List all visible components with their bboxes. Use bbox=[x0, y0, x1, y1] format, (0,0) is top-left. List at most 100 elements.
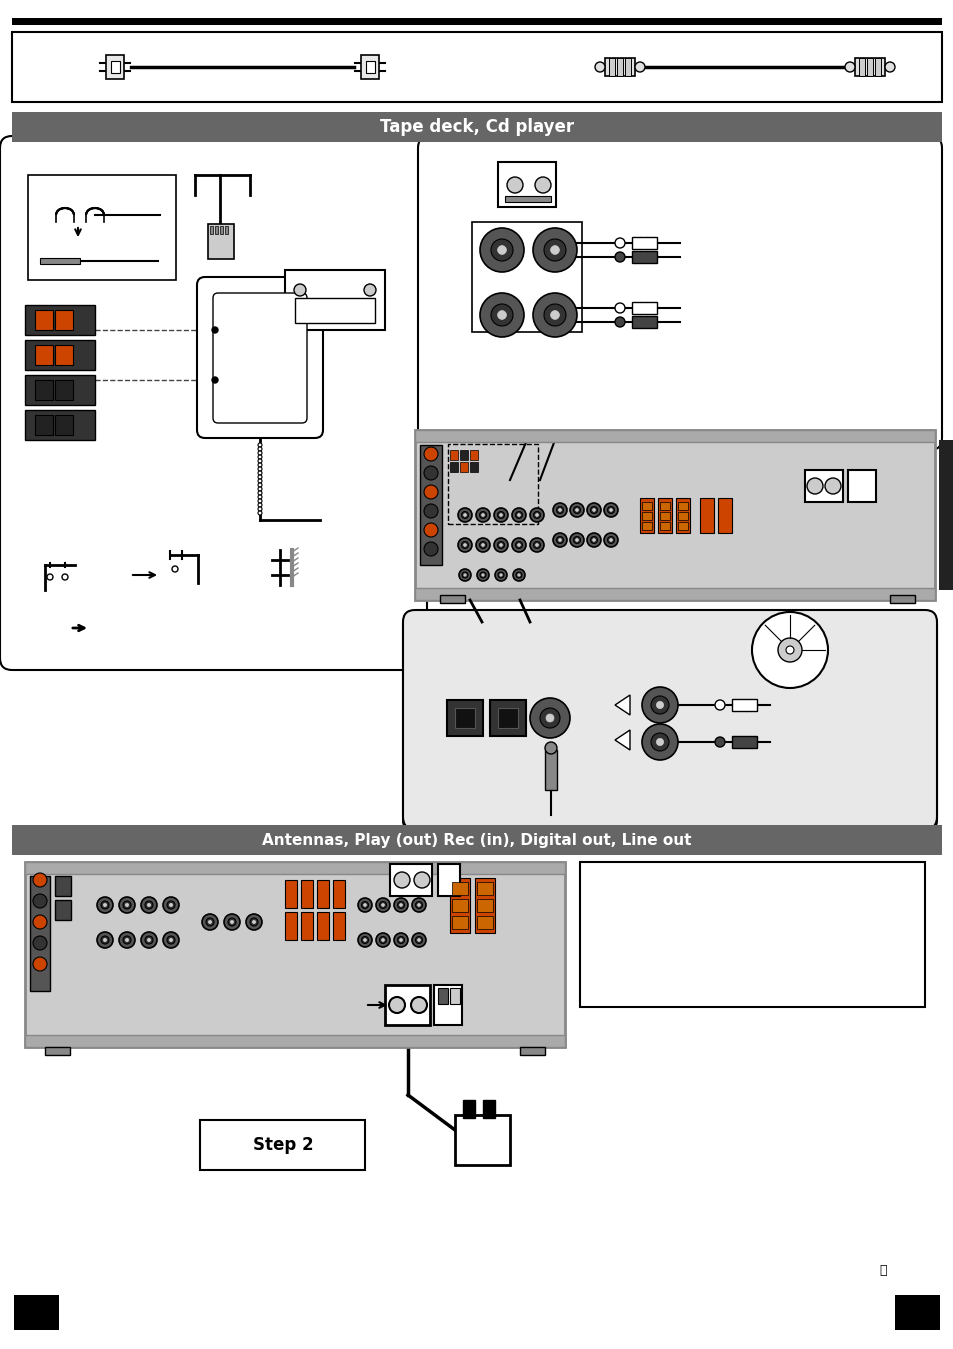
Circle shape bbox=[553, 533, 566, 546]
Bar bbox=[624, 58, 630, 76]
Circle shape bbox=[479, 572, 485, 577]
Circle shape bbox=[33, 915, 47, 929]
Bar bbox=[415, 588, 934, 600]
Circle shape bbox=[357, 934, 372, 947]
Circle shape bbox=[416, 936, 422, 943]
FancyBboxPatch shape bbox=[0, 136, 427, 670]
Circle shape bbox=[517, 544, 519, 546]
Circle shape bbox=[785, 646, 793, 654]
Circle shape bbox=[394, 934, 408, 947]
Bar bbox=[447, 700, 482, 737]
Circle shape bbox=[397, 936, 404, 943]
Circle shape bbox=[556, 506, 563, 514]
Circle shape bbox=[414, 871, 430, 888]
Bar bbox=[40, 258, 80, 264]
Bar bbox=[452, 898, 468, 912]
Text: Step 2: Step 2 bbox=[253, 1136, 313, 1153]
Circle shape bbox=[423, 486, 437, 499]
Bar bbox=[854, 58, 884, 76]
Circle shape bbox=[573, 537, 579, 544]
Bar bbox=[35, 310, 53, 331]
Bar bbox=[415, 430, 934, 600]
Circle shape bbox=[635, 62, 644, 71]
Circle shape bbox=[119, 897, 135, 913]
Circle shape bbox=[257, 495, 262, 499]
Bar bbox=[678, 522, 687, 530]
Circle shape bbox=[148, 939, 151, 942]
Bar bbox=[285, 880, 296, 908]
Circle shape bbox=[163, 932, 179, 948]
Circle shape bbox=[553, 503, 566, 517]
Circle shape bbox=[603, 533, 618, 546]
Circle shape bbox=[615, 304, 624, 313]
Bar bbox=[434, 985, 461, 1025]
Circle shape bbox=[590, 537, 597, 544]
Circle shape bbox=[257, 459, 262, 463]
Bar bbox=[452, 916, 468, 929]
Circle shape bbox=[494, 538, 507, 552]
Circle shape bbox=[257, 499, 262, 503]
Circle shape bbox=[423, 465, 437, 480]
Circle shape bbox=[479, 228, 523, 272]
Bar bbox=[35, 415, 53, 434]
Circle shape bbox=[172, 567, 178, 572]
Circle shape bbox=[461, 572, 468, 577]
Bar bbox=[659, 513, 669, 519]
Circle shape bbox=[246, 915, 262, 929]
Circle shape bbox=[476, 509, 490, 522]
FancyBboxPatch shape bbox=[402, 612, 936, 832]
Circle shape bbox=[586, 503, 600, 517]
Circle shape bbox=[257, 475, 262, 479]
Circle shape bbox=[123, 936, 131, 944]
Circle shape bbox=[379, 901, 386, 908]
Circle shape bbox=[530, 509, 543, 522]
Circle shape bbox=[101, 901, 109, 909]
Polygon shape bbox=[615, 730, 629, 750]
Bar bbox=[294, 298, 375, 322]
Circle shape bbox=[257, 483, 262, 487]
Bar bbox=[718, 498, 731, 533]
Circle shape bbox=[513, 569, 524, 581]
Circle shape bbox=[257, 511, 262, 515]
Circle shape bbox=[609, 538, 612, 541]
Circle shape bbox=[364, 285, 375, 295]
Circle shape bbox=[714, 700, 724, 710]
Circle shape bbox=[491, 239, 513, 260]
Circle shape bbox=[517, 514, 519, 517]
Bar bbox=[462, 1099, 475, 1118]
Circle shape bbox=[97, 897, 112, 913]
Circle shape bbox=[412, 934, 426, 947]
Bar bbox=[490, 700, 525, 737]
Bar bbox=[631, 302, 657, 314]
Bar bbox=[285, 270, 385, 331]
Circle shape bbox=[530, 697, 569, 738]
Circle shape bbox=[573, 506, 579, 514]
Circle shape bbox=[497, 511, 504, 518]
Circle shape bbox=[512, 538, 525, 552]
Bar bbox=[55, 415, 73, 434]
Circle shape bbox=[257, 467, 262, 471]
Circle shape bbox=[257, 447, 262, 451]
Circle shape bbox=[539, 708, 559, 728]
Bar bbox=[617, 58, 622, 76]
Circle shape bbox=[530, 538, 543, 552]
Bar bbox=[25, 862, 564, 1047]
Circle shape bbox=[550, 310, 558, 320]
FancyBboxPatch shape bbox=[402, 610, 936, 830]
Circle shape bbox=[778, 638, 801, 662]
Circle shape bbox=[250, 919, 257, 925]
Circle shape bbox=[607, 537, 614, 544]
Bar bbox=[889, 595, 914, 603]
Bar bbox=[25, 305, 95, 335]
Bar bbox=[497, 708, 517, 728]
Polygon shape bbox=[615, 695, 629, 715]
Bar bbox=[659, 522, 669, 530]
Bar bbox=[45, 1047, 70, 1055]
Bar bbox=[208, 224, 233, 259]
Bar bbox=[301, 880, 313, 908]
Bar bbox=[544, 750, 557, 791]
Bar bbox=[333, 912, 345, 940]
Circle shape bbox=[533, 293, 577, 337]
Circle shape bbox=[497, 541, 504, 549]
Circle shape bbox=[558, 538, 560, 541]
